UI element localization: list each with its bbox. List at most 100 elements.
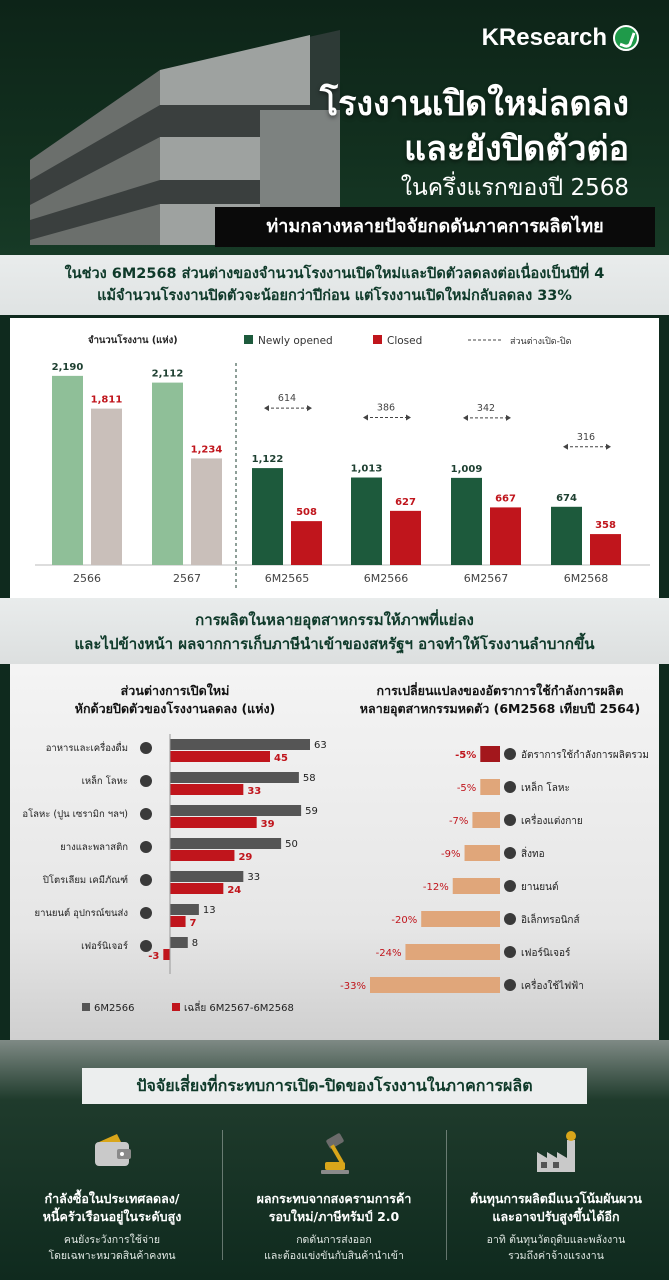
bar-capacity-change [480,746,500,762]
x-tick-label: 2567 [173,572,201,585]
factory-count-chart-panel: จำนวนโรงงาน (แห่ง) Newly opened Closed ส่วน… [10,318,659,598]
industry-icon [140,775,152,787]
bar-opened [252,468,283,565]
header-band: ท่ามกลางหลายปัจจัยกดดันภาคการผลิตไทย [215,207,655,247]
category-label: เฟอร์นิเจอร์ [81,940,128,952]
bar-6m2566 [170,904,199,915]
bar-opened [152,382,183,565]
data-label: 508 [296,507,317,518]
category-label: เฟอร์นิเจอร์ [521,947,571,959]
legend-swatch-6m2566 [82,1003,90,1011]
risk-heading: ผลกระทบจากสงครามการค้า [256,1191,412,1206]
legend-label: Newly opened [258,335,333,347]
bar-avg [170,817,257,828]
risk-description: และต้องแข่งขันกับสินค้านำเข้า [264,1250,404,1262]
data-label: 1,013 [351,464,383,475]
category-label: อิเล็กทรอนิกส์ [521,912,580,926]
risk-description: รวมถึงค่าจ้างแรงงาน [508,1250,604,1262]
industry-icon [504,781,516,793]
bar-closed [291,521,322,565]
wallet-icon [95,1134,131,1166]
category-label: ยางและพลาสติก [60,842,128,853]
data-label: 45 [274,753,288,764]
data-label: 39 [261,819,275,830]
capacity-chart-title: การเปลี่ยนแปลงของอัตราการใช้กำลังการผลิต… [359,683,641,716]
data-label: 24 [227,885,241,896]
data-label: 50 [285,839,298,850]
arrow-head [506,414,511,421]
data-label: 33 [247,872,260,883]
data-label: 7 [190,918,197,929]
arrow-head [606,443,611,450]
industry-icon [140,808,152,820]
risk-heading: กำลังซื้อในประเทศลดลง/ [44,1191,180,1206]
difference-label: 614 [278,393,296,404]
data-label: 2,190 [52,362,84,373]
category-label: อัตราการใช้กำลังการผลิตรวม [521,749,649,761]
data-label: -7% [449,816,468,827]
data-label: -5% [455,750,476,761]
legend-swatch-opened [244,335,253,344]
data-label: 674 [556,493,577,504]
bar-capacity-change [464,845,500,861]
bar-capacity-change [480,779,500,795]
divider [446,1130,447,1260]
section2-heading: การผลิตในหลายอุตสาหกรรมให้ภาพที่แย่ลง แล… [0,598,669,664]
legend-label: Closed [387,335,422,347]
bar-avg [170,784,244,795]
gavel-icon [321,1133,349,1174]
data-label: 33 [247,786,261,797]
kbank-leaf-icon [613,25,639,51]
data-label: -33% [340,981,366,992]
data-label: 1,009 [451,464,483,475]
data-label: 627 [395,497,416,508]
risk-factor-consumption: กำลังซื้อในประเทศลดลง/ หนี้ครัวเรือนอยู่… [2,1128,222,1264]
category-label: ยานยนต์ อุปกรณ์ขนส่ง [35,907,128,919]
arrow-head [563,443,568,450]
industry-icon [504,913,516,925]
net-change-chart: อาหารและเครื่องดื่ม 63 45 เหล็ก โลหะ 58 33 อโล… [22,734,327,1014]
bar-capacity-change [472,812,500,828]
risk-factors-section: ปัจจัยเสี่ยงที่กระทบการเปิด-ปิดของโรงงาน… [0,1040,669,1280]
data-label: -3 [148,951,159,962]
factory-count-chart: จำนวนโรงงาน (แห่ง) Newly opened Closed ส่วน… [35,334,650,588]
data-label: 2,112 [152,369,184,380]
factory-building-image [30,30,340,245]
x-tick-label: 6M2565 [265,572,309,585]
data-label: -9% [441,849,460,860]
risk-description: คนยังระวังการใช้จ่าย [63,1234,161,1246]
industry-icon [504,979,516,991]
risk-factor-trade-war: ผลกระทบจากสงครามการค้า รอบใหม่/ภาษีทรัมป… [224,1128,444,1264]
risk-heading: ต้นทุนการผลิตมีแนวโน้มผันผวน [470,1191,642,1206]
risk-factors-heading: ปัจจัยเสี่ยงที่กระทบการเปิด-ปิดของโรงงาน… [82,1068,587,1104]
difference-label: 342 [477,403,495,414]
data-label: -12% [423,882,449,893]
category-label: ปิโตรเลียม เคมีภัณฑ์ [42,874,128,886]
data-label: 59 [305,806,318,817]
difference-label: 316 [577,432,595,443]
category-label: เหล็ก โลหะ [82,774,128,787]
bar-avg [170,916,186,927]
arrow-head [363,414,368,421]
industry-icon [504,946,516,958]
risk-heading: และอาจปรับสูงขึ้นได้อีก [492,1209,620,1224]
bar-6m2566 [170,871,244,882]
bar-capacity-change [421,911,500,927]
data-label: 58 [303,773,316,784]
bar-closed [590,534,621,565]
data-label: 1,122 [252,454,284,465]
category-label: อาหารและเครื่องดื่ม [46,741,128,754]
bar-closed [91,408,122,565]
industry-icon [140,841,152,853]
data-label: -5% [457,783,476,794]
bar-avg [170,850,235,861]
data-label: 63 [314,740,327,751]
category-label: เหล็ก โลหะ [521,780,570,794]
bar-capacity-change [370,977,500,993]
risk-heading: หนี้ครัวเรือนอยู่ในระดับสูง [42,1209,182,1224]
arrow-head [406,414,411,421]
bar-6m2566 [170,805,302,816]
data-label: 1,234 [191,444,223,455]
data-label: -24% [376,948,402,959]
bar-6m2566 [170,739,310,750]
